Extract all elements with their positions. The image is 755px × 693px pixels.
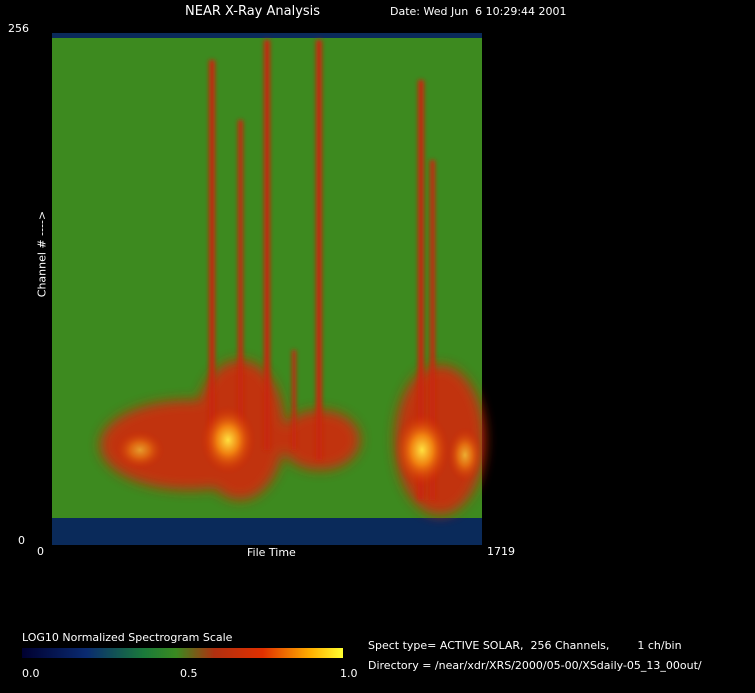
directory: Directory = /near/xdr/XRS/2000/05-00/XSd… (368, 659, 702, 672)
y-axis-title: Channel # ----> (35, 210, 49, 298)
y-bottom-label: 0 (18, 534, 25, 547)
x-right-label: 1719 (487, 545, 515, 558)
colorbar-label: 1.0 (340, 667, 358, 680)
title: NEAR X-Ray Analysis (185, 4, 321, 19)
y-top-label: 256 (8, 22, 29, 35)
date: Date: Wed Jun 6 10:29:44 2001 (390, 5, 567, 18)
spectrogram (52, 33, 485, 545)
x-axis-title: File Time (247, 546, 296, 559)
spect-type: Spect type= ACTIVE SOLAR, 256 Channels, … (368, 639, 682, 652)
colorbar-label: 0.0 (22, 667, 40, 680)
colorbar (22, 648, 343, 658)
x-left-label: 0 (37, 545, 44, 558)
colorbar-label: 0.5 (180, 667, 198, 680)
colorbar-title: LOG10 Normalized Spectrogram Scale (22, 631, 233, 644)
